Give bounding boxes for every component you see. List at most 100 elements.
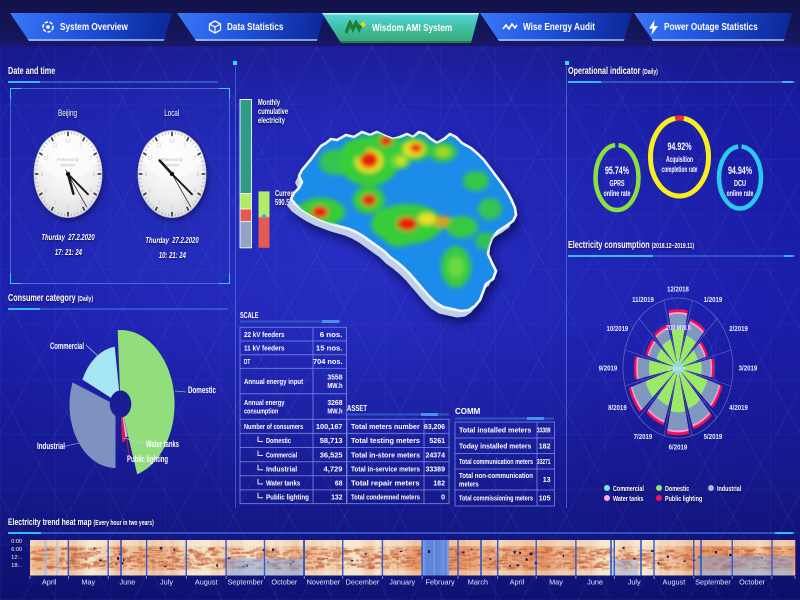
svg-text:February: February <box>425 578 455 587</box>
svg-text:Total repair meters: Total repair meters <box>351 479 420 488</box>
svg-text:3: 3 <box>196 172 199 178</box>
svg-text:1/2019: 1/2019 <box>704 297 723 304</box>
svg-text:9/2019: 9/2019 <box>599 366 618 373</box>
svg-text:Total in-service meters: Total in-service meters <box>351 464 420 473</box>
svg-text:200 MW.h: 200 MW.h <box>666 325 691 332</box>
svg-text:May: May <box>549 578 563 587</box>
svg-text:5261: 5261 <box>429 436 445 445</box>
svg-text:Total testing meters: Total testing meters <box>351 436 420 445</box>
svg-text:Annual energy input: Annual energy input <box>244 377 304 386</box>
svg-text:2: 2 <box>89 155 92 161</box>
svg-text:Domestic: Domestic <box>188 385 216 395</box>
svg-text:182: 182 <box>539 441 551 450</box>
svg-text:5/2019: 5/2019 <box>704 434 723 441</box>
svg-text:June: June <box>587 578 603 587</box>
svg-text:Total installed meters: Total installed meters <box>459 426 531 435</box>
svg-text:132: 132 <box>331 492 342 501</box>
svg-text:3/2019: 3/2019 <box>739 366 758 373</box>
svg-text:Annual energy: Annual energy <box>244 398 285 407</box>
svg-text:24374: 24374 <box>425 450 445 459</box>
svg-text:12: 12 <box>65 139 71 145</box>
svg-text:Powered by: Powered by <box>57 157 80 162</box>
svg-text:0: 0 <box>441 492 445 501</box>
svg-text:4,729: 4,729 <box>324 464 343 473</box>
svg-text:March: March <box>468 578 488 587</box>
svg-text:Commercial: Commercial <box>266 450 297 459</box>
svg-text:105: 105 <box>539 494 551 503</box>
svg-text:October: October <box>271 578 298 587</box>
svg-text:September: September <box>227 578 263 587</box>
svg-text:6/2019: 6/2019 <box>669 445 688 452</box>
svg-text:10: 10 <box>147 155 153 161</box>
svg-text:July: July <box>160 578 173 587</box>
svg-text:Water tanks: Water tanks <box>266 479 300 488</box>
svg-text:8/2019: 8/2019 <box>608 405 627 412</box>
svg-text:11: 11 <box>156 143 161 149</box>
svg-text:9: 9 <box>145 172 148 178</box>
svg-text:2/2019: 2/2019 <box>729 326 748 333</box>
svg-text:January: January <box>389 578 415 587</box>
svg-text:Industrial: Industrial <box>266 464 297 473</box>
svg-text:Industrial: Industrial <box>37 441 65 451</box>
svg-text:33271: 33271 <box>537 457 551 466</box>
svg-text:11/2019: 11/2019 <box>632 297 654 304</box>
svg-text:Domestic: Domestic <box>266 436 291 445</box>
svg-text:June: June <box>119 578 135 587</box>
svg-text:Today installed meters: Today installed meters <box>459 441 531 450</box>
svg-text:April: April <box>510 578 525 587</box>
svg-text:4/2019: 4/2019 <box>729 405 748 412</box>
svg-text:0 MW.h: 0 MW.h <box>668 366 686 373</box>
svg-text:meters: meters <box>459 480 479 489</box>
svg-text:Commercial: Commercial <box>50 341 84 351</box>
svg-text:4: 4 <box>193 188 196 194</box>
svg-text:August: August <box>663 578 686 587</box>
svg-text:7/2019: 7/2019 <box>634 434 653 441</box>
svg-text:ASSET: ASSET <box>347 404 367 413</box>
svg-text:completion rate: completion rate <box>662 165 698 174</box>
svg-text:Water tanks: Water tanks <box>146 439 179 449</box>
svg-text:4: 4 <box>89 188 92 194</box>
svg-text:58,713: 58,713 <box>320 436 343 445</box>
svg-text:2: 2 <box>193 155 196 161</box>
svg-text:Total communication meters: Total communication meters <box>459 457 533 466</box>
svg-text:Wisdom: Wisdom <box>60 162 76 167</box>
svg-text:36,525: 36,525 <box>320 450 343 459</box>
svg-text:8: 8 <box>148 188 151 194</box>
svg-text:3558: 3558 <box>327 373 342 382</box>
svg-text:online rate: online rate <box>604 189 631 198</box>
svg-text:33389: 33389 <box>537 426 551 435</box>
svg-text:Powered by: Powered by <box>161 157 184 162</box>
svg-text:3268: 3268 <box>327 398 342 407</box>
svg-text:MW.h: MW.h <box>327 381 342 390</box>
svg-text:Public lighting: Public lighting <box>266 492 309 501</box>
svg-text:3: 3 <box>92 172 95 178</box>
svg-text:10/2019: 10/2019 <box>607 326 629 333</box>
svg-text:182: 182 <box>433 479 445 488</box>
svg-text:15 nos.: 15 nos. <box>316 344 343 353</box>
svg-text:7: 7 <box>158 200 161 206</box>
svg-text:DCU: DCU <box>734 179 746 188</box>
svg-text:33389: 33389 <box>425 464 445 473</box>
svg-text:April: April <box>42 578 57 587</box>
svg-text:8: 8 <box>44 188 47 194</box>
svg-text:11 kV feeders: 11 kV feeders <box>244 344 285 353</box>
svg-text:July: July <box>628 578 641 587</box>
svg-text:100,167: 100,167 <box>316 422 343 431</box>
svg-text:Public lighting: Public lighting <box>127 454 168 464</box>
svg-text:September: September <box>695 578 731 587</box>
svg-text:1: 1 <box>184 143 187 149</box>
svg-text:MW.h: MW.h <box>327 407 342 416</box>
svg-text:7: 7 <box>54 200 57 206</box>
svg-text:Total in-store meters: Total in-store meters <box>351 450 420 459</box>
svg-text:Total commissioning meters: Total commissioning meters <box>459 494 533 503</box>
svg-text:November: November <box>307 578 341 587</box>
svg-text:consumption: consumption <box>244 407 278 416</box>
svg-text:63,206: 63,206 <box>424 422 445 431</box>
svg-text:10: 10 <box>43 155 49 161</box>
svg-text:1: 1 <box>80 143 83 149</box>
svg-text:12/2018: 12/2018 <box>667 287 689 294</box>
svg-text:October: October <box>739 578 766 587</box>
svg-text:Number of consumers: Number of consumers <box>244 422 303 431</box>
svg-text:Total non-communication: Total non-communication <box>459 471 533 480</box>
svg-text:6: 6 <box>171 205 174 211</box>
